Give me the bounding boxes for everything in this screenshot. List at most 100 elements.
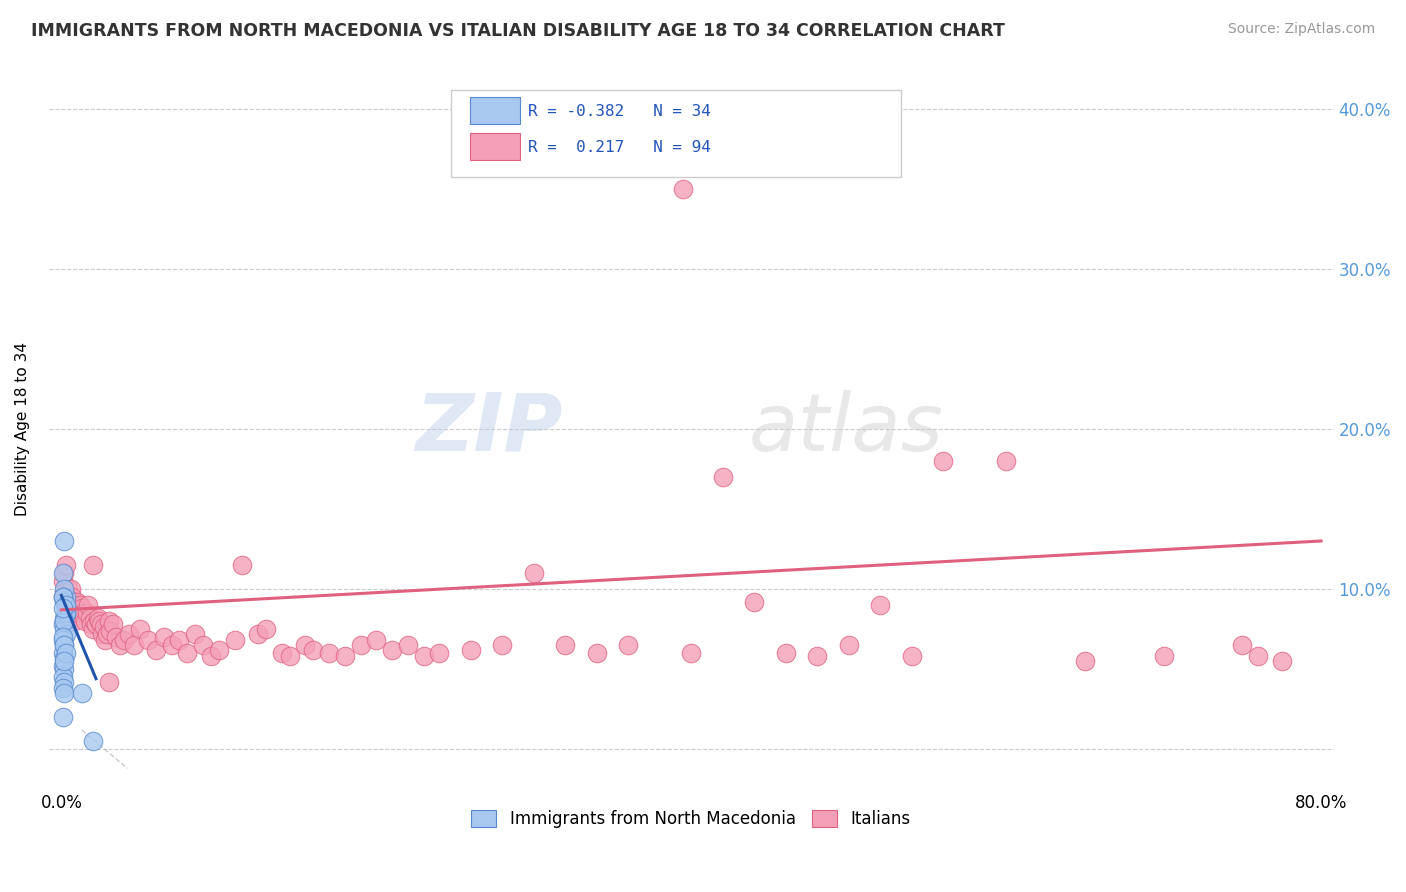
Point [869,598,891,612]
Point [55,627,77,641]
Point [396,638,419,652]
Point [932,454,955,468]
Point [112,633,135,648]
Text: IMMIGRANTS FROM NORTH MACEDONIA VS ITALIAN DISABILITY AGE 18 TO 34 CORRELATION C: IMMIGRANTS FROM NORTH MACEDONIA VS ITALI… [31,22,1005,40]
Point [59,601,82,615]
Point [302,643,325,657]
Point [176,646,198,660]
Point [53,662,76,676]
Point [97,614,120,628]
Point [55,590,77,604]
Point [55,646,77,660]
Point [711,470,734,484]
Point [55,595,77,609]
Point [672,181,695,195]
Point [53,622,76,636]
Point [294,638,316,652]
Text: R = -0.382   N = 34: R = -0.382 N = 34 [529,104,711,120]
Point [53,611,76,625]
Point [89,614,111,628]
Point [55,558,77,572]
Point [53,651,76,665]
Point [366,633,388,648]
Point [55,606,77,620]
Point [145,643,167,657]
Point [82,558,104,572]
Point [52,710,75,724]
Point [169,633,191,648]
Point [67,606,90,620]
Point [742,595,765,609]
Point [52,681,75,696]
Point [53,595,76,609]
Point [254,622,277,636]
Point [523,566,546,580]
Point [70,686,93,700]
FancyBboxPatch shape [451,90,901,177]
Point [97,674,120,689]
Point [56,601,79,615]
Point [806,649,828,664]
Point [94,633,117,648]
Point [52,659,75,673]
Point [136,633,159,648]
Point [53,614,76,628]
Point [1271,654,1294,668]
Point [53,638,76,652]
Point [59,582,82,596]
Point [381,643,404,657]
Point [58,590,80,604]
Point [86,611,108,625]
Point [585,646,607,660]
Point [91,627,114,641]
Point [53,566,76,580]
Point [73,614,96,628]
Point [617,638,640,652]
Point [82,734,104,748]
Point [72,606,94,620]
Point [900,649,922,664]
FancyBboxPatch shape [470,97,520,124]
Point [82,622,104,636]
Text: Source: ZipAtlas.com: Source: ZipAtlas.com [1227,22,1375,37]
Point [52,590,75,604]
Point [554,638,576,652]
Point [278,649,301,664]
Point [52,646,75,660]
Point [52,590,75,604]
Text: ZIP: ZIP [415,390,562,468]
Point [52,566,75,580]
Point [58,611,80,625]
Point [129,622,152,636]
Point [53,674,76,689]
Point [838,638,860,652]
Point [66,595,89,609]
Point [53,686,76,700]
Point [491,638,513,652]
Point [84,617,107,632]
Point [76,606,98,620]
FancyBboxPatch shape [470,134,520,160]
Legend: Immigrants from North Macedonia, Italians: Immigrants from North Macedonia, Italian… [465,804,918,835]
Point [1247,649,1270,664]
Point [52,617,75,632]
Point [160,638,183,652]
Point [79,611,101,625]
Point [53,638,76,652]
Point [1153,649,1175,664]
Point [103,617,125,632]
Point [90,617,112,632]
Point [53,654,76,668]
Point [412,649,434,664]
Point [191,638,214,652]
Point [349,638,371,652]
Point [1074,654,1097,668]
Point [53,585,76,599]
Point [427,646,450,660]
Point [70,601,93,615]
Point [460,643,482,657]
Point [184,627,207,641]
Point [52,574,75,588]
Point [53,582,76,596]
Point [93,620,115,634]
